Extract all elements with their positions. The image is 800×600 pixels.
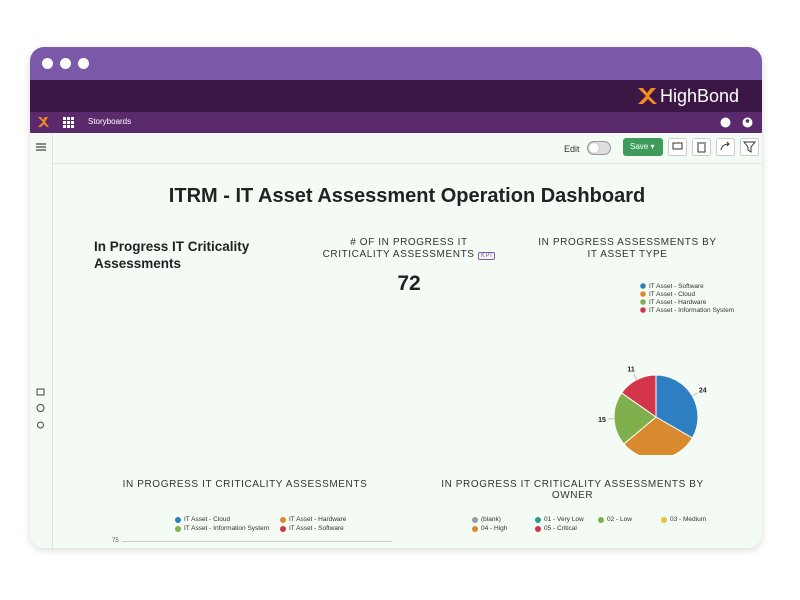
legend-item[interactable]: (blank) xyxy=(472,516,530,523)
kpi-value: 72 xyxy=(397,272,421,295)
legend-item[interactable]: 01 - Very Low xyxy=(535,516,593,523)
edit-toggle[interactable] xyxy=(587,141,611,155)
legend-swatch xyxy=(175,525,181,532)
label-leader xyxy=(633,374,637,380)
legend-item[interactable]: 02 - Low xyxy=(598,516,656,523)
legend-swatch xyxy=(472,525,478,532)
legend-swatch xyxy=(175,516,181,523)
legend-swatch xyxy=(661,516,667,523)
legend-swatch xyxy=(640,291,646,297)
legend-label: IT Asset - Cloud xyxy=(649,291,696,298)
nav-logo[interactable] xyxy=(37,116,49,128)
legend-label: IT Asset - Information System xyxy=(649,307,734,314)
legend-label: 02 - Low xyxy=(607,516,632,523)
legend-label: IT Asset - Hardware xyxy=(289,516,347,523)
pie-slice xyxy=(623,416,694,455)
legend-swatch xyxy=(598,516,604,523)
brand-logo xyxy=(638,88,657,104)
bottom-left-legend: IT Asset - Cloud IT Asset - Hardware IT As… xyxy=(175,516,385,534)
save-label: Save xyxy=(630,142,649,151)
legend-label: IT Asset - Hardware xyxy=(649,299,707,306)
kpi-title: # OF IN PROGRESS IT CRITICALITY ASSESSME… xyxy=(320,237,498,262)
legend-item[interactable]: IT Asset - Software xyxy=(280,525,380,532)
pie-slice xyxy=(620,374,657,418)
legend-label: 04 - High xyxy=(481,525,508,532)
axis-tick-label: 75 xyxy=(112,538,119,544)
edit-label: Edit xyxy=(564,144,580,154)
toolbar-buttons[interactable] xyxy=(668,138,760,156)
kpi-title-text: # OF IN PROGRESS IT CRITICALITY ASSESSME… xyxy=(322,237,475,260)
browser-window: HighBond Storyboards Edit Save ▾ ITRM - … xyxy=(30,47,762,548)
legend-label: IT Asset - Software xyxy=(649,283,704,290)
bottom-right-title: IN PROGRESS IT CRITICALITY ASSESSMENTS B… xyxy=(441,479,704,501)
toolbar: Edit Save ▾ xyxy=(52,133,762,164)
value-label: 11 xyxy=(627,367,635,374)
legend-item[interactable]: 03 - Medium xyxy=(661,516,719,523)
legend-label: (blank) xyxy=(481,516,501,523)
legend-swatch xyxy=(535,516,541,523)
legend-swatch xyxy=(280,525,286,532)
list-widget-title: In Progress IT Criticality Assessments xyxy=(94,239,250,271)
sidebar-icons[interactable] xyxy=(35,388,47,433)
brand-name: HighBond xyxy=(660,86,740,106)
window-titlebar xyxy=(30,47,762,80)
header-icons[interactable] xyxy=(720,117,754,128)
legend-swatch xyxy=(640,307,646,313)
pie-slice xyxy=(613,392,657,445)
legend-swatch xyxy=(535,525,541,532)
pie-title: IN PROGRESS ASSESSMENTS BY IT ASSET TYPE xyxy=(538,237,717,260)
menu-icon[interactable] xyxy=(36,143,46,151)
legend-label: IT Asset - Software xyxy=(289,525,344,532)
kpi-badge: KPI xyxy=(477,252,496,260)
legend-label: IT Asset - Information System xyxy=(184,525,270,532)
legend-item[interactable]: IT Asset - Hardware xyxy=(280,516,380,523)
sidebar xyxy=(30,133,53,548)
grid-line xyxy=(122,541,392,542)
value-label: 24 xyxy=(699,388,707,395)
legend-label: IT Asset - Cloud xyxy=(184,516,231,523)
window-dot[interactable] xyxy=(42,58,53,69)
apps-icon[interactable] xyxy=(63,117,74,128)
dashboard-title: ITRM - IT Asset Assessment Operation Das… xyxy=(168,185,646,207)
value-label: 15 xyxy=(598,417,606,424)
legend-swatch xyxy=(640,299,646,305)
window-dot[interactable] xyxy=(60,58,71,69)
legend-swatch xyxy=(472,516,478,523)
app-header: HighBond xyxy=(30,80,762,112)
legend-swatch xyxy=(640,283,646,289)
legend-label: 03 - Medium xyxy=(670,516,707,523)
nav-storyboards[interactable]: Storyboards xyxy=(88,117,132,126)
legend-label: 01 - Very Low xyxy=(544,516,584,523)
legend-item[interactable]: 05 - Critical xyxy=(535,525,593,532)
save-button[interactable]: Save ▾ xyxy=(623,138,663,156)
bottom-right-legend: (blank) 01 - Very Low 02 - Low 03 - Medium 0… xyxy=(472,516,732,534)
legend-item[interactable]: IT Asset - Cloud xyxy=(175,516,275,523)
pie-slice xyxy=(655,374,699,439)
legend-item[interactable]: IT Asset - Information System xyxy=(175,525,275,532)
legend-item[interactable]: 04 - High xyxy=(472,525,530,532)
legend-label: 05 - Critical xyxy=(544,525,577,532)
legend-swatch xyxy=(280,516,286,523)
label-leader xyxy=(692,392,698,397)
window-dot[interactable] xyxy=(78,58,89,69)
nav-bar: Storyboards xyxy=(30,112,762,133)
bottom-left-title: IN PROGRESS IT CRITICALITY ASSESSMENTS xyxy=(122,479,368,490)
